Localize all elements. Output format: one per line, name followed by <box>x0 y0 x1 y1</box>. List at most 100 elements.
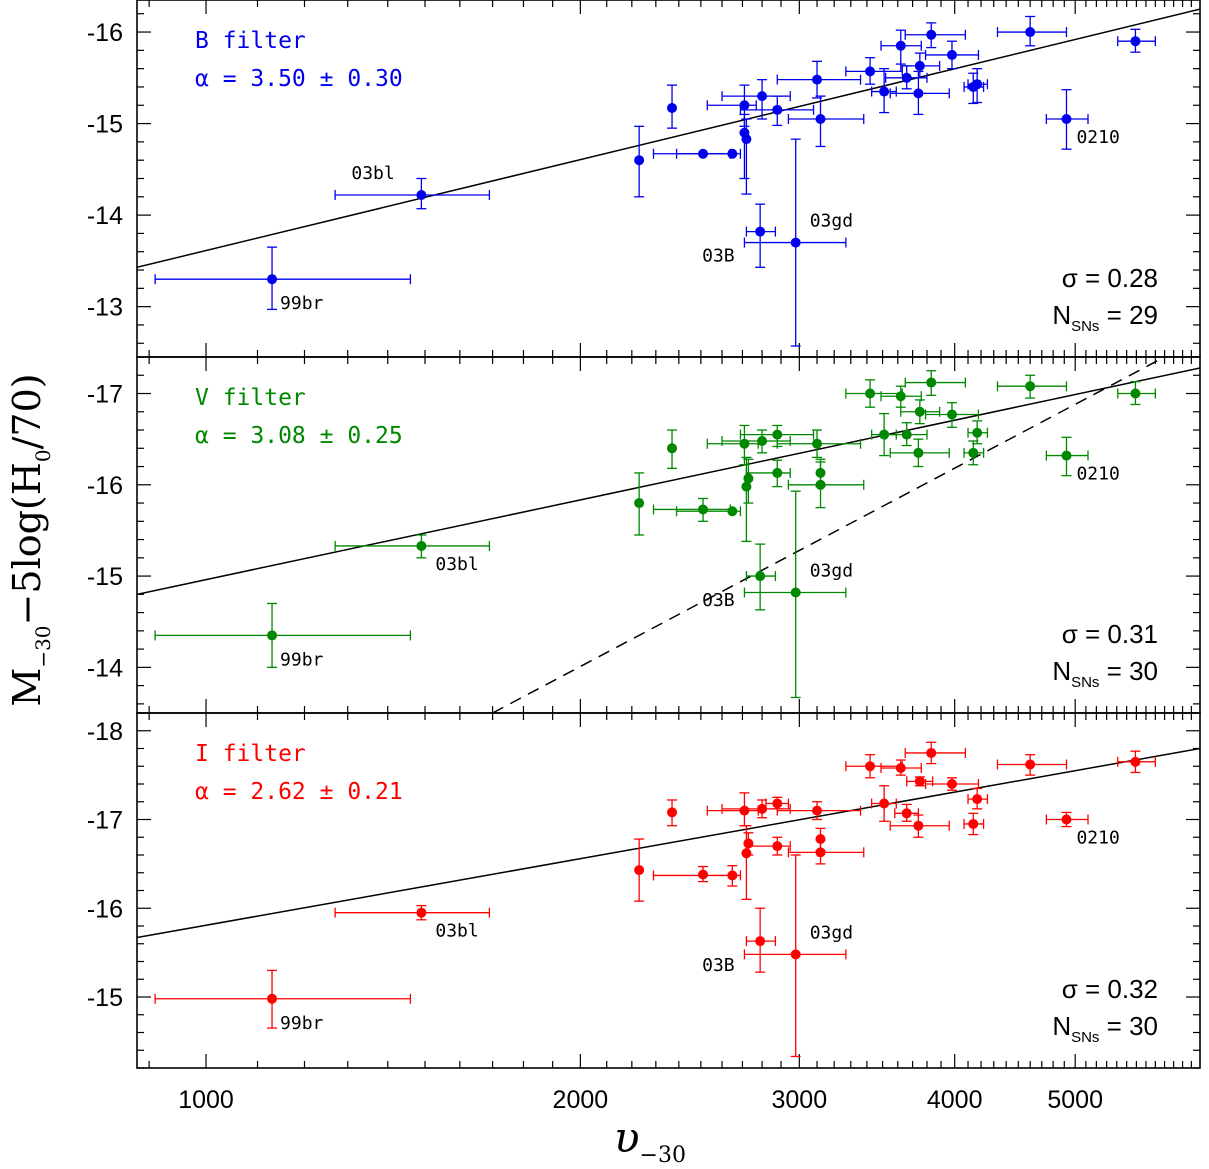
point-marker <box>1130 36 1141 47</box>
point-marker <box>755 226 766 237</box>
data-point <box>745 836 791 856</box>
y-tick-label: -14 <box>87 654 123 682</box>
point-marker <box>968 447 979 458</box>
panel-plot-area <box>137 8 1200 347</box>
data-point <box>906 776 934 787</box>
point-marker <box>741 134 752 145</box>
point-marker <box>895 391 906 402</box>
point-marker <box>698 504 709 515</box>
data-point <box>963 440 985 466</box>
point-marker <box>790 949 801 960</box>
point-marker <box>790 237 801 248</box>
data-point <box>924 40 980 70</box>
point-marker <box>416 907 427 918</box>
point-marker <box>865 388 876 399</box>
sigma-label: σ = 0.32 <box>1062 974 1158 1004</box>
y-tick-label: -14 <box>87 202 123 230</box>
data-point <box>900 52 941 79</box>
point-marker <box>879 429 890 440</box>
point-marker <box>739 100 750 111</box>
data-point <box>667 799 678 827</box>
data-point <box>745 459 791 488</box>
point-marker <box>1130 756 1141 767</box>
data-point <box>845 57 903 85</box>
data-point <box>1117 750 1156 774</box>
data-point <box>787 839 865 865</box>
point-marker <box>727 870 738 881</box>
point-marker <box>772 429 783 440</box>
point-marker <box>1025 381 1036 392</box>
data-point <box>787 461 865 509</box>
data-point <box>739 95 815 127</box>
data-point <box>706 792 759 827</box>
data-point <box>996 754 1068 776</box>
point-marker <box>772 798 783 809</box>
point-marker <box>895 40 906 51</box>
point-marker <box>926 747 937 758</box>
data-point <box>880 29 922 65</box>
sn-label: 0210 <box>1076 828 1119 849</box>
data-point <box>675 148 742 159</box>
data-point <box>1045 436 1089 477</box>
point-marker <box>743 838 754 849</box>
sn-label: 99br <box>280 1013 324 1034</box>
data-point <box>741 118 752 195</box>
point-marker <box>667 103 678 114</box>
data-point <box>741 456 752 543</box>
data-point <box>675 506 742 517</box>
data-point <box>889 70 950 116</box>
data-point <box>967 420 989 445</box>
panel-i: -18 -17 -16 -15 99br 03bl 03B 03gd 0210 I filter α… <box>87 712 1201 1069</box>
panel-b: -16 -15 -14 -13 99br 03bl 03B 03gd 0210 B filter α… <box>87 0 1201 358</box>
n-sne-label: NSNs = 30 <box>1052 656 1158 691</box>
data-point <box>1117 380 1156 406</box>
point-marker <box>1061 114 1072 124</box>
point-marker <box>968 818 979 829</box>
data-point <box>154 246 412 311</box>
point-marker <box>267 274 278 285</box>
x-tick-label: 4000 <box>927 1086 983 1114</box>
data-point <box>634 125 645 198</box>
point-marker <box>972 794 983 805</box>
fit-line <box>137 747 1200 939</box>
data-point <box>845 379 903 408</box>
y-tick-label: -16 <box>87 472 123 500</box>
data-point <box>741 825 752 901</box>
point-marker <box>914 406 925 417</box>
point-marker <box>913 88 924 99</box>
data-point <box>634 838 645 902</box>
data-point <box>996 374 1068 399</box>
point-marker <box>739 805 750 816</box>
data-point <box>963 812 985 836</box>
data-point <box>894 803 920 822</box>
sn-label: 03B <box>702 246 735 267</box>
sn-label: 0210 <box>1076 464 1119 485</box>
data-point <box>880 759 922 776</box>
sn-label: 03B <box>702 590 735 611</box>
point-marker <box>757 435 768 446</box>
data-point <box>776 429 862 459</box>
x-tick-label: 1000 <box>178 1086 234 1114</box>
sn-label: 03bl <box>435 554 478 575</box>
x-tick-label: 2000 <box>553 1086 609 1114</box>
panel-v: -17 -16 -15 -14 99br 03bl 03B 03gd 0210 V filter α… <box>87 356 1201 714</box>
alpha-label: α = 3.08 ± 0.25 <box>195 423 403 449</box>
sigma-label: σ = 0.28 <box>1062 263 1158 293</box>
data-point <box>787 95 865 148</box>
point-marker <box>741 848 752 859</box>
panel-plot-area <box>137 357 1200 713</box>
filter-label: V filter <box>195 385 306 411</box>
point-marker <box>914 60 925 71</box>
panels: -16 -15 -14 -13 99br 03bl 03B 03gd 0210 B filter α… <box>87 0 1201 1069</box>
data-point <box>776 60 862 99</box>
data-point <box>743 854 847 1058</box>
point-marker <box>913 447 924 458</box>
data-point <box>900 399 941 425</box>
x-tick-label: 5000 <box>1047 1086 1103 1114</box>
point-marker <box>416 540 427 551</box>
point-marker <box>698 869 709 880</box>
point-marker <box>913 820 924 831</box>
data-point <box>743 458 754 504</box>
x-axis: 1000 2000 3000 4000 5000 <box>178 1086 1103 1114</box>
